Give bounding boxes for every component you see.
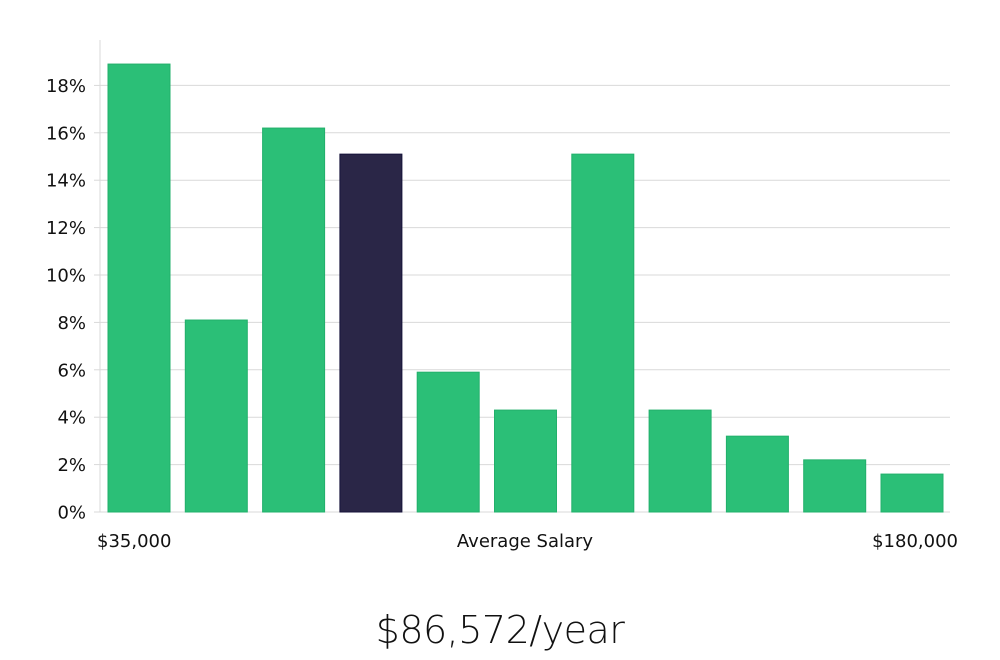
histogram-bar	[880, 473, 944, 513]
y-tick-label: 8%	[57, 313, 86, 334]
histogram-bar	[184, 319, 248, 513]
histogram-bar	[107, 63, 171, 513]
histogram-bar-highlighted	[339, 153, 403, 513]
y-tick-labels: 0% 2% 4% 6% 8% 10% 12% 14% 16% 18%	[46, 76, 86, 524]
y-tick-label: 4%	[57, 408, 86, 429]
x-range-min-label: $35,000	[97, 531, 171, 552]
y-tick-label: 14%	[46, 171, 86, 192]
histogram-bar	[725, 435, 789, 513]
histogram-bar	[416, 371, 480, 513]
bars	[107, 63, 944, 513]
x-axis-labels: $35,000 Average Salary $180,000	[97, 531, 958, 552]
x-range-max-label: $180,000	[872, 531, 958, 552]
y-tick-label: 16%	[46, 123, 86, 144]
histogram-bar	[571, 153, 635, 513]
y-tick-label: 18%	[46, 76, 86, 97]
y-tick-label: 6%	[57, 360, 86, 381]
average-salary-value: $86,572/year	[375, 608, 625, 652]
histogram-bar	[803, 459, 867, 513]
salary-histogram-chart: 0% 2% 4% 6% 8% 10% 12% 14% 16% 18% $35,000 Averag…	[46, 40, 958, 552]
y-tick-label: 10%	[46, 266, 86, 287]
histogram-bar	[648, 409, 712, 513]
histogram-bar	[494, 409, 557, 513]
y-tick-label: 12%	[46, 218, 86, 239]
y-tick-label: 0%	[57, 503, 86, 524]
x-axis-title: Average Salary	[457, 531, 594, 552]
histogram-bar	[262, 127, 326, 513]
y-tick-label: 2%	[57, 455, 86, 476]
